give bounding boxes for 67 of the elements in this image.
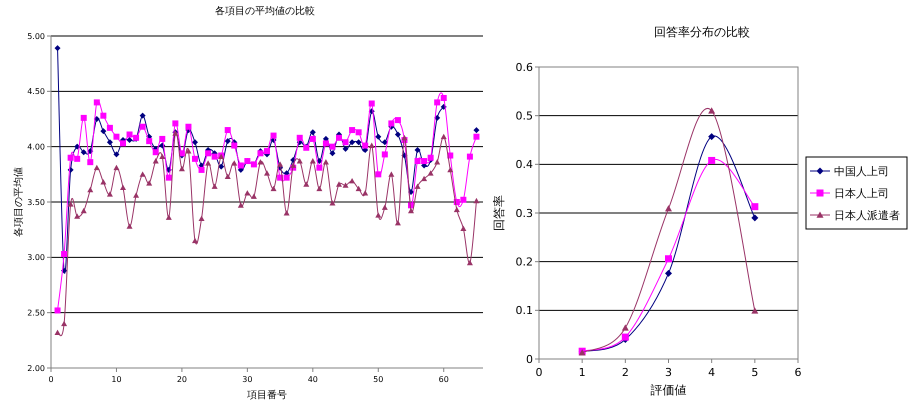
y-tick-label: 5.00	[27, 32, 45, 41]
x-tick-label: 4	[708, 366, 716, 379]
y-tick-label: 3.50	[27, 198, 45, 207]
point	[414, 146, 421, 153]
chart-title: 回答率分布の比較	[654, 25, 750, 39]
x-tick-label: 0	[536, 366, 542, 379]
point	[192, 139, 198, 146]
point	[708, 156, 716, 164]
x-tick-label: 30	[242, 375, 252, 384]
y-tick-label: 0.4	[516, 158, 533, 172]
y-axis-title: 回答率	[492, 195, 506, 231]
point	[140, 112, 146, 119]
x-tick-label: 50	[373, 375, 384, 384]
point	[394, 131, 401, 138]
point	[751, 307, 758, 314]
point	[356, 139, 362, 146]
point	[126, 137, 133, 144]
point	[80, 149, 87, 156]
point	[473, 127, 480, 134]
y-tick-label: 3.00	[27, 253, 45, 262]
point	[751, 214, 758, 222]
y-axis-title: 各項目の平均値	[12, 167, 24, 237]
x-tick-label: 60	[438, 375, 449, 384]
y-tick-label: 0.1	[516, 304, 533, 318]
y-tick-label: 0	[526, 352, 533, 366]
y-tick-label: 0.6	[516, 60, 533, 74]
point	[329, 150, 336, 156]
point	[622, 324, 629, 331]
point	[708, 107, 716, 114]
point	[106, 139, 113, 146]
x-tick-label: 6	[794, 366, 802, 379]
x-tick-label: 3	[665, 366, 672, 379]
x-tick-label: 2	[622, 366, 629, 379]
x-tick-label: 20	[176, 375, 188, 384]
x-tick-label: 10	[111, 375, 122, 384]
point	[349, 139, 356, 146]
point	[113, 151, 120, 158]
y-tick-label: 0.3	[516, 206, 533, 220]
legend-label: 中国人上司	[834, 165, 889, 178]
point	[665, 255, 672, 262]
point	[54, 45, 61, 52]
chart-title: 各項目の平均値の比較	[215, 5, 315, 17]
point	[665, 205, 672, 212]
x-axis-title: 評価値	[650, 383, 686, 397]
y-tick-label: 2.50	[27, 308, 45, 318]
x-tick-label: 40	[308, 375, 318, 384]
point	[382, 139, 388, 146]
point	[375, 134, 382, 140]
y-tick-label: 4.50	[27, 87, 45, 96]
y-tick-label: 0.5	[516, 110, 533, 123]
y-tick-label: 4.00	[27, 142, 45, 152]
point	[224, 138, 231, 144]
legend-label: 日本人派遣者	[834, 209, 900, 222]
y-tick-label: 2.00	[27, 364, 45, 373]
point	[310, 129, 316, 136]
point	[708, 133, 716, 140]
point	[751, 203, 758, 210]
x-axis-title: 項目番号	[247, 389, 287, 401]
point	[665, 270, 672, 277]
x-tick-label: 5	[751, 366, 758, 379]
legend-label: 日本人上司	[834, 187, 889, 200]
point	[100, 128, 106, 134]
point	[622, 334, 629, 341]
x-tick-label: 1	[578, 366, 586, 379]
y-tick-label: 0.2	[516, 256, 533, 269]
point	[342, 146, 349, 152]
x-tick-label: 0	[48, 375, 54, 384]
